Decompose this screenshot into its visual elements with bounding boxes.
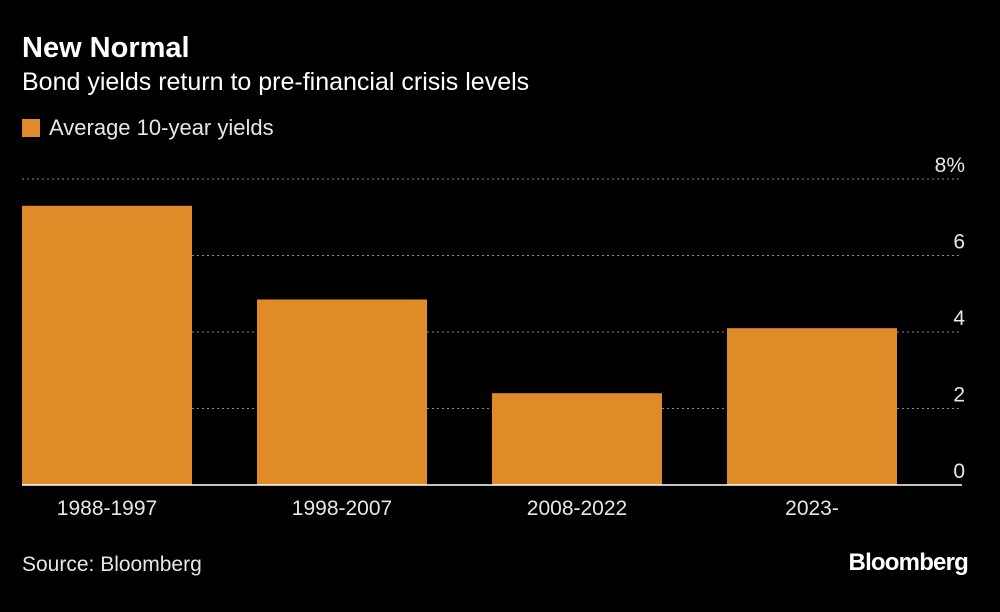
- source-note: Source: Bloomberg: [22, 553, 202, 576]
- chart-subtitle: Bond yields return to pre-financial cris…: [22, 68, 530, 96]
- y-tick-label: 2: [953, 384, 965, 407]
- legend: Average 10-year yields: [22, 113, 274, 143]
- y-tick-label: 0: [953, 460, 965, 483]
- bar-2023-: [727, 328, 897, 485]
- bar-1998-2007: [257, 299, 427, 485]
- y-tick-label: 6: [953, 231, 965, 254]
- bar-1988-1997: [22, 205, 192, 485]
- x-tick-label: 1988-1997: [57, 497, 157, 520]
- bloomberg-logo: Bloomberg: [848, 549, 969, 576]
- legend-label: Average 10-year yields: [49, 115, 274, 140]
- x-tick-label: 2023-: [785, 497, 839, 520]
- chart-title: New Normal: [22, 32, 190, 64]
- y-tick-label: 4: [953, 307, 965, 330]
- bars: [22, 205, 897, 485]
- x-tick-label: 2008-2022: [527, 497, 627, 520]
- x-tick-label: 1998-2007: [292, 497, 392, 520]
- x-axis-ticks: 1988-1997 1998-2007 2008-2022 2023-: [57, 497, 839, 520]
- y-tick-label: 8%: [935, 154, 965, 177]
- y-axis-ticks: 0 2 4 6 8%: [935, 154, 966, 483]
- bar-2008-2022: [492, 393, 662, 485]
- legend-swatch-icon: [22, 119, 40, 137]
